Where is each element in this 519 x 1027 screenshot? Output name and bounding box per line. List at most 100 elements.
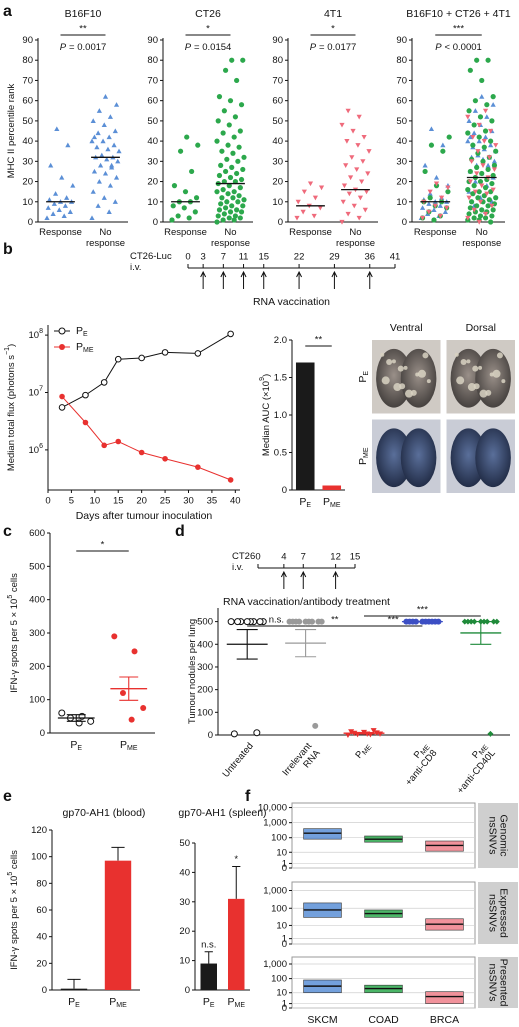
y-tick-label: 10 xyxy=(22,196,33,207)
data-point xyxy=(482,211,489,217)
data-point xyxy=(343,163,349,168)
y-tick-label: 400 xyxy=(29,594,45,605)
y-tick-label: 1,000 xyxy=(263,959,287,970)
data-point xyxy=(222,205,229,211)
p-symbol: P xyxy=(185,42,192,53)
data-point xyxy=(240,203,246,209)
data-point xyxy=(465,187,471,193)
data-point xyxy=(307,181,314,187)
significance: * xyxy=(234,854,238,865)
data-point xyxy=(465,114,471,120)
row-label: PME xyxy=(357,447,370,465)
p-value: P = 0.0177 xyxy=(310,42,357,53)
row-label-box xyxy=(478,957,518,1008)
subscript: ME xyxy=(363,447,370,458)
panel-label: e xyxy=(3,788,12,805)
tick-text: 1,000 xyxy=(263,817,287,828)
data-point xyxy=(481,144,487,150)
data-point xyxy=(236,193,242,199)
data-point xyxy=(107,114,114,119)
x-tick-label: No xyxy=(349,227,361,238)
y-tick-label: 40 xyxy=(272,136,283,147)
data-point xyxy=(253,729,261,737)
data-point xyxy=(138,449,145,456)
data-point xyxy=(479,170,485,177)
y-tick-label: 40 xyxy=(179,867,190,878)
y-axis-label: MHC II percentile rank xyxy=(6,84,17,179)
y-tick-label: 1 xyxy=(282,998,287,1009)
label-text: No xyxy=(476,227,488,238)
y-tick-label: 0 xyxy=(28,217,33,228)
data-point xyxy=(111,633,118,640)
y-tick-label: 108 xyxy=(29,328,44,341)
data-point xyxy=(301,189,307,195)
data-point xyxy=(216,172,223,179)
data-point xyxy=(119,690,126,696)
y-tick-label: 10 xyxy=(276,847,287,858)
y-tick-label: 30 xyxy=(396,156,407,167)
error-bar xyxy=(353,731,375,735)
timeline-label: 22 xyxy=(294,252,305,263)
axes xyxy=(49,533,155,734)
data-point xyxy=(82,391,89,399)
tick-text: 90 xyxy=(22,35,33,46)
tick-text: 10 xyxy=(396,196,407,207)
label-text: P xyxy=(470,749,483,761)
x-tick-label: Response xyxy=(39,227,82,238)
data-point xyxy=(475,149,481,154)
tick-text: 60 xyxy=(147,95,158,106)
data-point xyxy=(214,219,220,225)
data-point xyxy=(232,213,239,219)
x-tick-label: PME xyxy=(323,496,341,509)
chart-title: gp70-AH1 (spleen) xyxy=(178,807,266,819)
tick-text: 90 xyxy=(396,35,407,46)
data-point xyxy=(490,618,497,625)
tick-text: 1.0 xyxy=(274,410,287,421)
label-text: nsSNVs xyxy=(487,964,499,1002)
bar xyxy=(60,988,88,990)
data-point xyxy=(131,648,138,655)
x-tick-label: BRCA xyxy=(430,1014,459,1026)
tick-text: 400 xyxy=(197,639,213,650)
photo-nodule xyxy=(492,369,501,378)
x-tick-label: PE xyxy=(68,996,80,1009)
x-tick-label: Response xyxy=(39,227,82,238)
y-tick-label: 0 xyxy=(40,728,45,739)
data-point xyxy=(52,191,59,196)
subscript: E xyxy=(75,1002,80,1009)
y-axis-label: MHC II percentile rank xyxy=(6,84,17,179)
tick-text: 0 xyxy=(278,217,283,228)
subscript: ME xyxy=(361,744,373,757)
data-point xyxy=(471,122,477,128)
y-tick-label: 200 xyxy=(29,661,45,672)
tick-text: 50 xyxy=(272,115,283,126)
data-point xyxy=(341,183,348,189)
x-tick-label: Untreated xyxy=(220,740,255,779)
photo-nodule xyxy=(397,365,404,372)
data-point xyxy=(440,142,446,148)
y-tick-label: 50 xyxy=(147,115,158,126)
data-point xyxy=(485,162,491,168)
label-text: Expressed xyxy=(498,888,510,938)
data-point xyxy=(490,207,496,213)
label-text: Presented xyxy=(498,959,510,1007)
y-tick-label: 70 xyxy=(147,75,158,86)
tick-text: 500 xyxy=(197,616,213,627)
legend-label: PME xyxy=(76,341,94,354)
data-point xyxy=(438,195,445,201)
significance: ** xyxy=(315,335,323,346)
data-point xyxy=(479,94,485,99)
arrow xyxy=(296,270,303,289)
data-point xyxy=(422,162,428,168)
photo-nodule xyxy=(381,376,390,385)
data-point xyxy=(227,209,234,215)
tick-text: 20 xyxy=(36,958,47,969)
data-point xyxy=(112,199,118,204)
tick-text: 20 xyxy=(179,926,190,937)
y-tick-label: 60 xyxy=(147,95,158,106)
data-point xyxy=(351,203,357,209)
timeline-label: 29 xyxy=(329,252,340,263)
tick-text: 10 xyxy=(179,955,190,966)
label-text: P xyxy=(411,749,424,761)
